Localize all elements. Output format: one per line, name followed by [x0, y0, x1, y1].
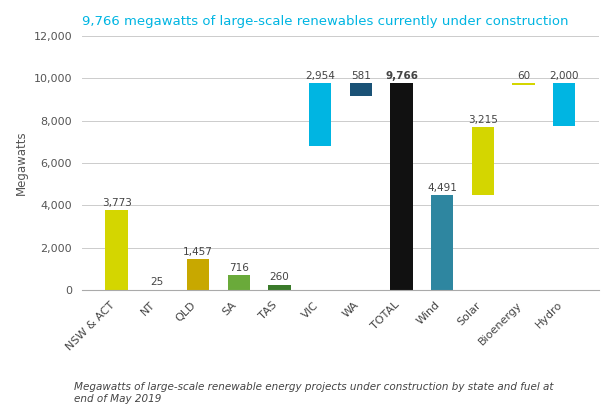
- Text: 9,766 megawatts of large-scale renewables currently under construction: 9,766 megawatts of large-scale renewable…: [82, 15, 569, 28]
- Text: 2,954: 2,954: [305, 71, 335, 81]
- Text: 4,491: 4,491: [427, 183, 457, 193]
- Bar: [106, 210, 128, 290]
- Bar: [431, 195, 453, 290]
- Text: 716: 716: [229, 263, 249, 273]
- Text: 2,000: 2,000: [550, 71, 579, 81]
- Y-axis label: Megawatts: Megawatts: [15, 131, 28, 195]
- Bar: [309, 83, 332, 146]
- Text: 9,766: 9,766: [385, 71, 418, 81]
- Text: Megawatts of large-scale renewable energy projects under construction by state a: Megawatts of large-scale renewable energ…: [74, 382, 553, 404]
- Bar: [391, 83, 413, 290]
- Bar: [553, 83, 575, 126]
- Bar: [268, 284, 290, 290]
- Text: 25: 25: [150, 277, 164, 287]
- Text: 3,773: 3,773: [102, 198, 131, 208]
- Text: 260: 260: [270, 273, 289, 282]
- Bar: [349, 83, 372, 96]
- Bar: [187, 259, 209, 290]
- Text: 581: 581: [351, 71, 371, 81]
- Text: 60: 60: [517, 71, 530, 81]
- Bar: [513, 83, 535, 84]
- Text: 3,215: 3,215: [468, 115, 498, 125]
- Bar: [228, 275, 250, 290]
- Text: 1,457: 1,457: [183, 247, 213, 257]
- Bar: [472, 127, 494, 195]
